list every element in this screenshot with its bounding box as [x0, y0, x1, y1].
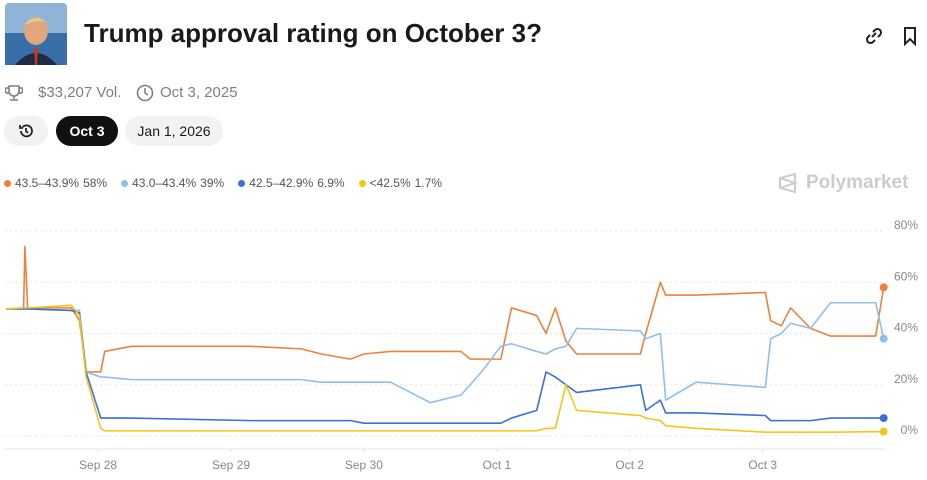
date-tab[interactable]: Jan 1, 2026 — [125, 116, 223, 146]
date-tab[interactable]: Oct 3 — [56, 116, 118, 146]
legend-dot — [358, 180, 366, 187]
y-tick-label: 0% — [901, 423, 919, 437]
brand-name: Polymarket — [806, 172, 909, 193]
legend-label: 43.0–43.4% — [132, 176, 197, 190]
legend-value: 39% — [200, 176, 225, 190]
legend-item: <42.5% 1.7% — [358, 176, 443, 190]
volume: $33,207 Vol. — [38, 84, 122, 101]
x-tick-label: Oct 1 — [482, 458, 511, 472]
legend-item: 43.0–43.4% 39% — [121, 176, 224, 190]
market-title: Trump approval rating on October 3? — [84, 18, 542, 48]
x-tick-label: Sep 28 — [79, 458, 117, 472]
y-tick-label: 20% — [894, 372, 918, 386]
series-line — [6, 245, 885, 373]
legend-dot — [238, 180, 246, 187]
end-dot — [879, 283, 888, 292]
avatar — [5, 3, 67, 65]
series-line — [6, 308, 884, 424]
end-dot — [879, 334, 888, 343]
x-tick-label: Sep 29 — [212, 458, 250, 472]
legend: 43.5–43.9% 58% 43.0–43.4% 39% 42.5–42.9% 6.9%… — [4, 176, 442, 190]
legend-item: 43.5–43.9% 58% — [4, 176, 107, 190]
legend-value: 6.9% — [317, 176, 345, 190]
end-dot — [879, 414, 888, 423]
end-dot — [879, 427, 888, 436]
x-tick-label: Oct 2 — [615, 458, 644, 472]
bookmark-button[interactable] — [901, 26, 919, 46]
legend-label: 43.5–43.9% — [15, 176, 80, 190]
legend-label: 42.5–42.9% — [249, 176, 314, 190]
legend-label: <42.5% — [369, 176, 411, 190]
legend-value: 58% — [83, 176, 108, 190]
x-tick-label: Oct 3 — [748, 458, 777, 472]
x-tick-label: Sep 30 — [345, 458, 383, 472]
legend-value: 1.7% — [414, 176, 443, 190]
series-line — [6, 301, 885, 404]
y-tick-label: 60% — [894, 269, 918, 283]
end-date: Oct 3, 2025 — [160, 84, 238, 101]
trophy-icon — [5, 85, 23, 101]
brand: Polymarket — [778, 172, 908, 194]
legend-dot — [121, 180, 129, 187]
legend-item: 42.5–42.9% 6.9% — [238, 176, 345, 190]
series-line — [6, 304, 884, 433]
legend-dot — [4, 180, 11, 187]
y-tick-label: 80% — [894, 218, 918, 232]
y-tick-label: 40% — [894, 321, 918, 335]
history-tab[interactable] — [4, 116, 48, 146]
link-button[interactable] — [864, 26, 884, 46]
clock-icon — [136, 84, 154, 102]
